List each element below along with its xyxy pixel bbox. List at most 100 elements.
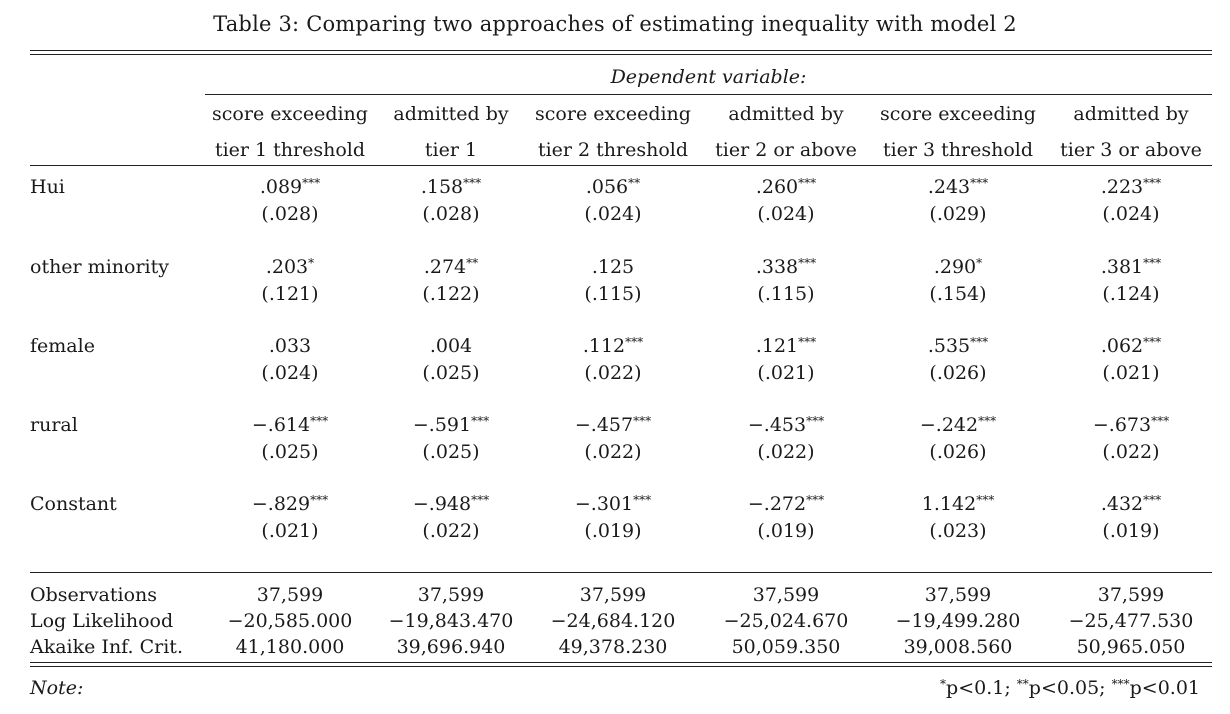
coefficient-value: −.301: [574, 493, 634, 515]
coefficient-value: .223: [1100, 176, 1144, 198]
standard-error-cell: (.021): [261, 520, 319, 542]
significance-note: *p<0.1; **p<0.05; ***p<0.01: [940, 676, 1200, 700]
coefficient-cell: −.829***: [205, 492, 375, 516]
bottom-rule: [30, 662, 1212, 663]
coefficient-value: .203: [265, 256, 309, 278]
column-header-line2: tier 3 or above: [1060, 139, 1202, 161]
standard-error-cell: (.124): [1102, 283, 1160, 305]
coefficient-cell: .535***: [873, 334, 1043, 358]
top-rule-2: [30, 54, 1212, 55]
significance-stars: ***: [1143, 256, 1162, 270]
coefficient-cell: .062***: [1046, 334, 1216, 358]
coefficient-value: .062: [1100, 335, 1144, 357]
stats-value: 37,599: [256, 584, 324, 606]
coefficient-value: .121: [755, 335, 799, 357]
coefficient-cell: .004: [366, 334, 536, 358]
standard-error-cell: (.024): [1102, 203, 1160, 225]
stats-value: 37,599: [579, 584, 647, 606]
stats-value: −19,499.280: [895, 610, 1021, 632]
coefficient-cell: .203*: [205, 255, 375, 279]
coefficient-cell: .121***: [701, 334, 871, 358]
significance-stars: ***: [310, 414, 329, 428]
column-header-line2: tier 1: [424, 139, 478, 161]
coefficient-cell: −.673***: [1046, 413, 1216, 437]
significance-stars: ***: [463, 176, 482, 190]
coefficient-cell: .243***: [873, 175, 1043, 199]
coefficient-cell: .089***: [205, 175, 375, 199]
standard-error-cell: (.023): [929, 520, 987, 542]
column-header-line1: score exceeding: [212, 103, 368, 125]
coefficient-cell: −.457***: [528, 413, 698, 437]
standard-error-cell: (.022): [757, 441, 815, 463]
standard-error-cell: (.019): [1102, 520, 1160, 542]
coefficient-cell: −.948***: [366, 492, 536, 516]
row-label: rural: [30, 414, 78, 436]
coefficient-cell: .223***: [1046, 175, 1216, 199]
significance-stars: ***: [310, 493, 329, 507]
coefficient-cell: .381***: [1046, 255, 1216, 279]
column-header-line1: score exceeding: [880, 103, 1036, 125]
column-header-line2: tier 1 threshold: [214, 139, 366, 161]
coefficient-value: .089: [259, 176, 303, 198]
significance-stars: *: [308, 256, 315, 270]
note-label: Note:: [30, 677, 84, 699]
coefficient-value: .243: [927, 176, 971, 198]
standard-error-cell: (.024): [757, 203, 815, 225]
coefficient-value: −.614: [251, 414, 311, 436]
standard-error-cell: (.028): [261, 203, 319, 225]
coefficient-cell: .112***: [528, 334, 698, 358]
column-header-line1: admitted by: [393, 103, 509, 125]
significance-stars: ***: [633, 414, 652, 428]
coefficient-value: .381: [1100, 256, 1144, 278]
row-label: female: [30, 335, 95, 357]
coefficient-value: .260: [755, 176, 799, 198]
coefficient-value: −.673: [1092, 414, 1152, 436]
significance-stars: **: [466, 256, 479, 270]
coefficient-cell: .056**: [528, 175, 698, 199]
significance-stars: ***: [633, 493, 652, 507]
coefficient-cell: 1.142***: [873, 492, 1043, 516]
bottom-rule-2: [30, 666, 1212, 667]
coefficient-value: .112: [582, 335, 626, 357]
column-header-line2: tier 2 threshold: [537, 139, 689, 161]
significance-stars: ***: [806, 493, 825, 507]
standard-error-cell: (.115): [584, 283, 642, 305]
significance-stars: ***: [798, 176, 817, 190]
stats-value: 37,599: [417, 584, 485, 606]
coefficient-value: .290: [933, 256, 977, 278]
coefficient-value: .125: [591, 256, 635, 278]
significance-stars: ***: [1143, 335, 1162, 349]
coefficient-value: −.829: [251, 493, 311, 515]
stats-value: 50,059.350: [731, 636, 841, 658]
stats-value: −25,477.530: [1068, 610, 1194, 632]
significance-stars: ***: [471, 493, 490, 507]
coefficient-value: .033: [268, 335, 312, 357]
significance-stars: ***: [1143, 493, 1162, 507]
standard-error-cell: (.024): [261, 362, 319, 384]
coefficient-value: .432: [1100, 493, 1144, 515]
row-label: Hui: [30, 176, 65, 198]
stats-value: −19,843.470: [388, 610, 514, 632]
note-stars: ***: [1111, 677, 1130, 691]
coefficient-value: .004: [429, 335, 473, 357]
coefficient-cell: −.614***: [205, 413, 375, 437]
stats-value: 37,599: [1097, 584, 1165, 606]
coefficient-cell: −.301***: [528, 492, 698, 516]
stats-label: Observations: [30, 584, 158, 606]
column-header-line1: score exceeding: [535, 103, 691, 125]
standard-error-cell: (.021): [1102, 362, 1160, 384]
note-stars: **: [1016, 677, 1029, 691]
standard-error-cell: (.022): [422, 520, 480, 542]
table-caption: Table 3: Comparing two approaches of est…: [213, 12, 1017, 36]
stats-value: −24,684.120: [550, 610, 676, 632]
significance-stars: ***: [471, 414, 490, 428]
coefficient-cell: .274**: [366, 255, 536, 279]
significance-stars: ***: [970, 335, 989, 349]
significance-stars: ***: [625, 335, 644, 349]
standard-error-cell: (.122): [422, 283, 480, 305]
standard-error-cell: (.025): [422, 362, 480, 384]
coefficient-cell: .338***: [701, 255, 871, 279]
coefficient-value: −.457: [574, 414, 634, 436]
note-level-text: p<0.1;: [946, 677, 1017, 699]
note-level-text: p<0.01: [1129, 677, 1200, 699]
